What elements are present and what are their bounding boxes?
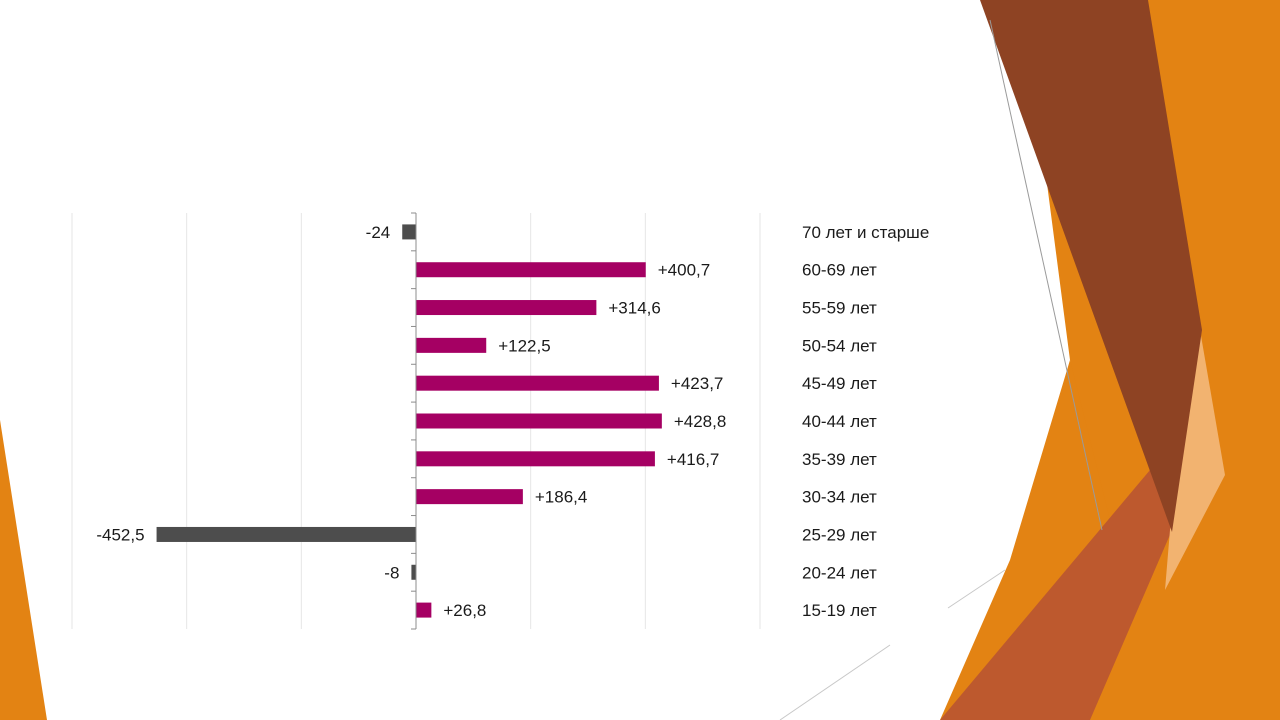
category-label: 25-29 лет [802, 525, 877, 544]
bar [416, 451, 655, 467]
left-orange-shape [0, 420, 47, 720]
value-labels: -24 +400,7 +314,6 +122,5 +423,7 +428,8 +416,7 +… [96, 223, 726, 620]
bar [402, 224, 416, 240]
category-label: 30-34 лет [802, 488, 877, 507]
category-label: 60-69 лет [802, 261, 877, 280]
category-label: 40-44 лет [802, 412, 877, 431]
bar-value-label: +423,7 [671, 374, 723, 393]
bar [416, 300, 597, 316]
bar [416, 262, 646, 278]
thin-line [989, 19, 1103, 531]
category-labels: 70 лет и старше 60-69 лет 55-59 лет 50-54 л… [802, 223, 929, 620]
brown-shape [980, 0, 1202, 532]
category-label: 15-19 лет [802, 601, 877, 620]
category-label: 55-59 лет [802, 299, 877, 318]
bar-value-label: +314,6 [608, 299, 660, 318]
bar [416, 375, 659, 391]
bar-value-label: -24 [366, 223, 391, 242]
bar [416, 489, 523, 505]
bar [416, 602, 432, 618]
bars [156, 224, 662, 618]
thin-line [947, 569, 1006, 609]
value-axis [411, 212, 417, 630]
thin-line [779, 644, 891, 720]
category-label: 20-24 лет [802, 563, 877, 582]
category-label: 45-49 лет [802, 374, 877, 393]
bar-value-label: -452,5 [96, 525, 144, 544]
bar [416, 413, 662, 429]
category-label: 35-39 лет [802, 450, 877, 469]
peach-shape [1165, 330, 1225, 590]
bar-value-label: +416,7 [667, 450, 719, 469]
bar [411, 564, 416, 580]
right-orange-lower-shape [940, 360, 1110, 720]
bar-value-label: +428,8 [674, 412, 726, 431]
bar-value-label: +400,7 [658, 261, 710, 280]
bar-value-label: +186,4 [535, 488, 587, 507]
bar [156, 526, 417, 542]
bar-value-label: -8 [384, 563, 399, 582]
category-label: 70 лет и старше [802, 223, 929, 242]
category-label: 50-54 лет [802, 336, 877, 355]
bar-value-label: +26,8 [443, 601, 486, 620]
rust-shape [940, 470, 1172, 720]
bar-chart: -24 +400,7 +314,6 +122,5 +423,7 +428,8 +416,7 +… [71, 212, 929, 630]
bar-value-label: +122,5 [498, 336, 550, 355]
bar [416, 337, 487, 353]
